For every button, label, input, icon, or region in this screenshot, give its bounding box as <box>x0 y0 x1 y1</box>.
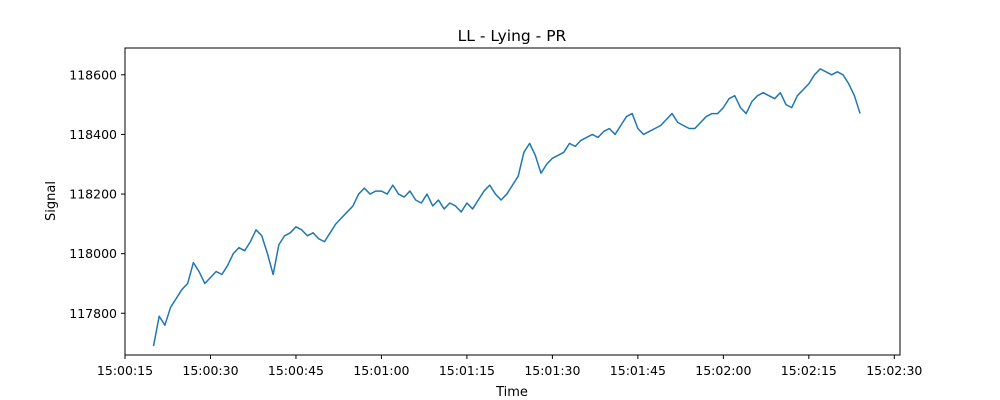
plot-frame <box>124 47 901 356</box>
x-tick-label: 15:00:30 <box>182 363 238 378</box>
x-tick-label: 15:00:45 <box>268 363 324 378</box>
x-tick-label: 15:01:00 <box>353 363 409 378</box>
y-tick-label: 118600 <box>69 67 117 82</box>
y-tick-label: 117800 <box>69 306 117 321</box>
signal-series-line <box>152 68 861 347</box>
x-tick-label: 15:01:30 <box>524 363 580 378</box>
x-tick-label: 15:02:15 <box>781 363 837 378</box>
x-axis: 15:00:15 15:00:30 15:00:45 15:01:00 15:01:15… <box>97 355 922 378</box>
x-tick-label: 15:01:45 <box>610 363 666 378</box>
y-tick-label: 118000 <box>69 246 117 261</box>
y-tick-label: 118200 <box>69 187 117 202</box>
x-axis-label: Time <box>495 385 528 400</box>
y-tick-label: 118400 <box>69 127 117 142</box>
y-axis-label: Signal <box>44 181 59 221</box>
x-tick-label: 15:02:30 <box>866 363 922 378</box>
y-axis: 117800 118000 118200 118400 118600 <box>69 67 125 321</box>
x-tick-label: 15:00:15 <box>97 363 153 378</box>
x-tick-label: 15:02:00 <box>695 363 751 378</box>
x-tick-label: 15:01:15 <box>439 363 495 378</box>
chart-title: LL - Lying - PR <box>458 27 567 45</box>
